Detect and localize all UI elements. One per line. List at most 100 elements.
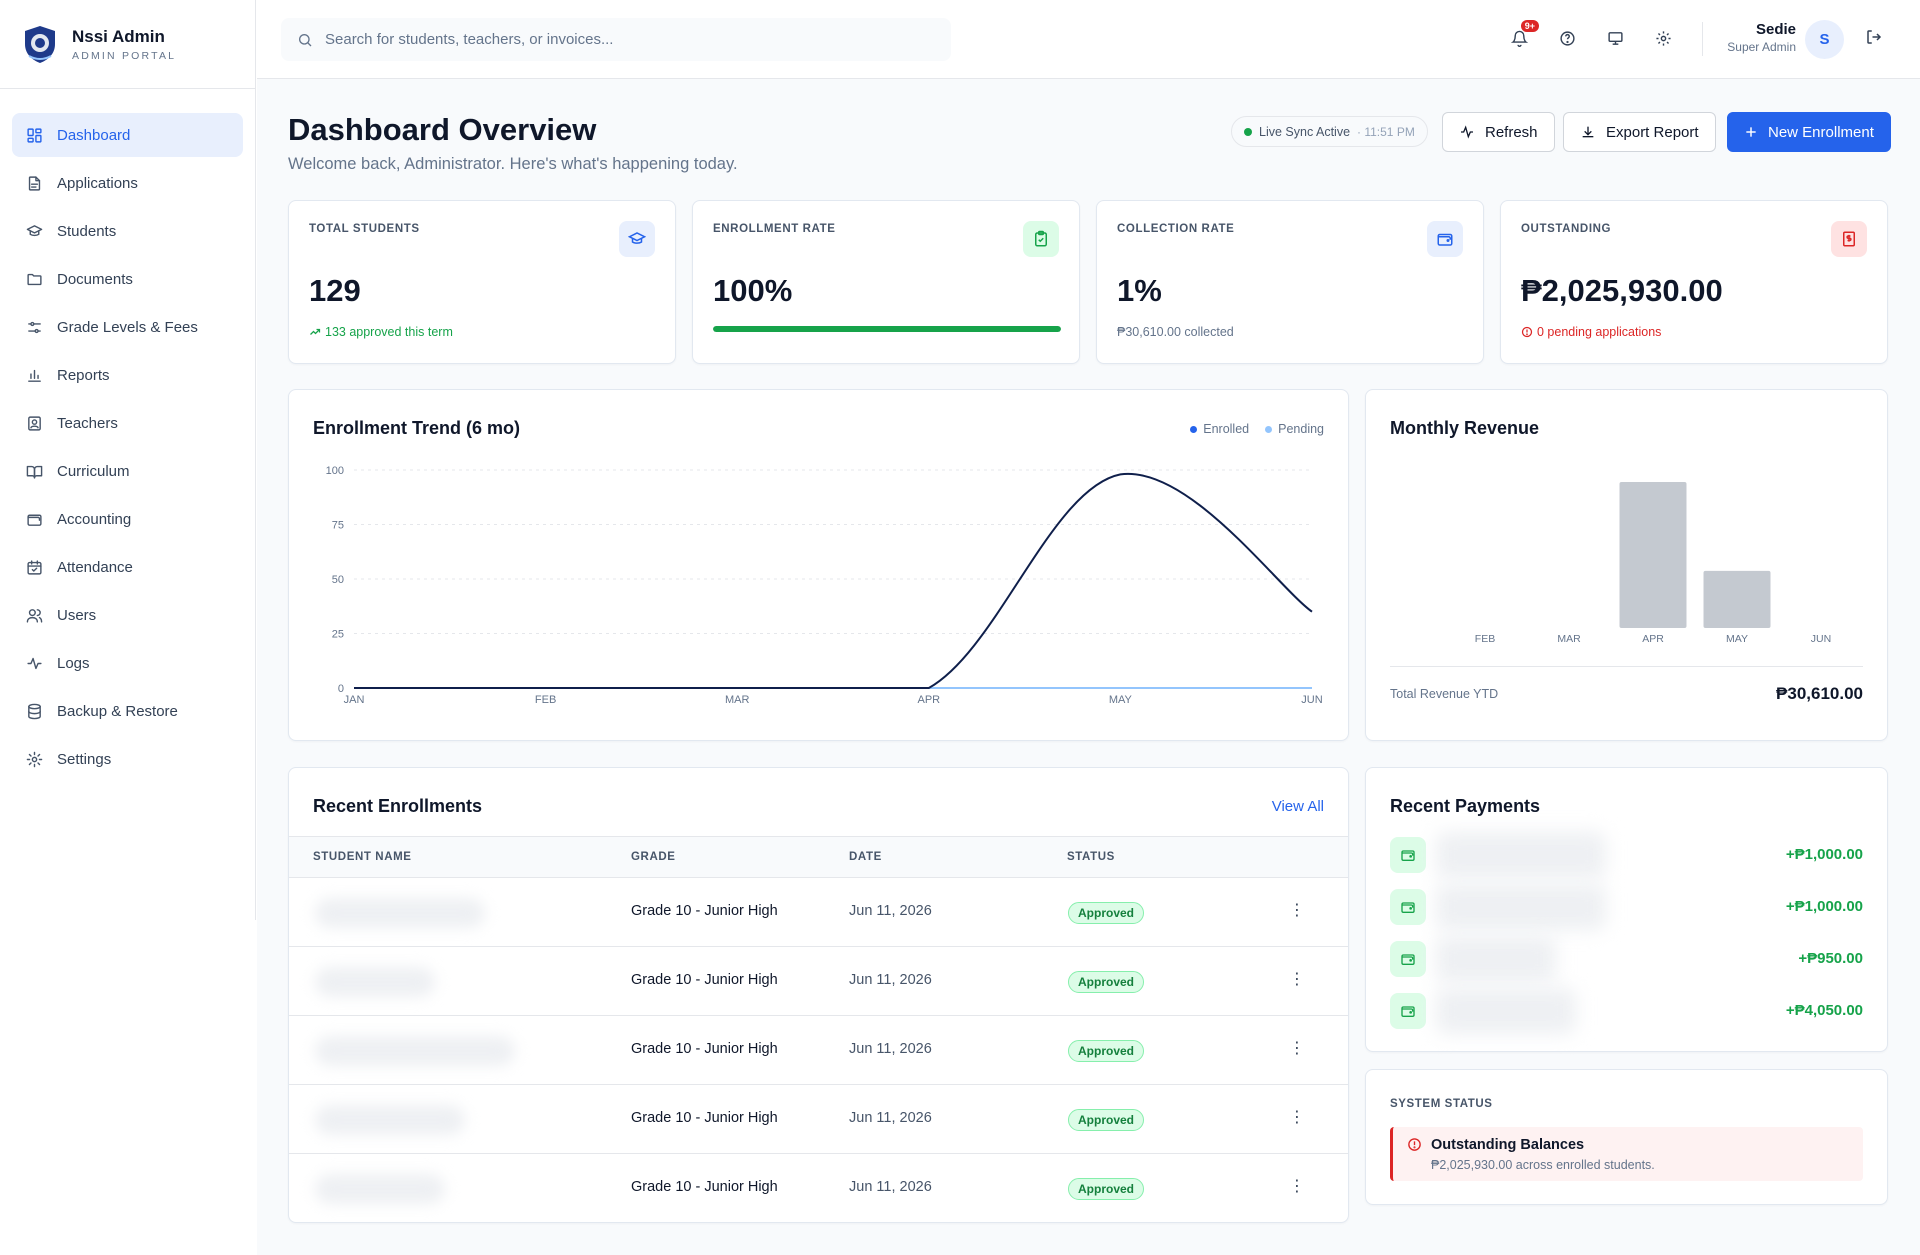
plus-icon: [1746, 127, 1756, 137]
sidebar-item-label: Accounting: [57, 510, 132, 528]
legend-item-enrolled: Enrolled: [1190, 422, 1249, 436]
y-tick-label: 50: [332, 574, 344, 586]
sidebar-item-label: Students: [57, 222, 117, 240]
date-cell: Jun 11, 2026: [849, 1110, 932, 1126]
avatar[interactable]: S: [1805, 20, 1844, 59]
monitor-icon: [1607, 31, 1623, 45]
status-badge: Approved: [1068, 902, 1145, 924]
row-menu-button[interactable]: ⋮: [1289, 1109, 1305, 1126]
sidebar-item-settings[interactable]: Settings: [12, 737, 243, 781]
stat-icon-wrap: [1427, 221, 1463, 257]
user-info[interactable]: Sedie Super Admin: [1712, 21, 1796, 54]
payer-name-redacted: [1436, 936, 1556, 982]
display-button[interactable]: [1603, 26, 1627, 50]
new-enrollment-button[interactable]: New Enrollment: [1727, 112, 1891, 152]
row-menu-button[interactable]: ⋮: [1289, 1178, 1305, 1195]
wallet-icon: [1401, 850, 1415, 861]
revenue-bar-chart: FEB MAR APR MAY JUN: [1475, 482, 1831, 645]
outstanding-balances-alert: Outstanding Balances ₱2,025,930.00 acros…: [1390, 1127, 1863, 1181]
stat-value: 1%: [1117, 273, 1162, 308]
date-cell: Jun 11, 2026: [849, 903, 932, 919]
y-tick-label: 100: [326, 465, 344, 477]
table-row[interactable]: Grade 10 - Junior High Jun 11, 2026 Approv…: [289, 1154, 1348, 1223]
gear-icon: [26, 751, 43, 767]
column-header: STATUS: [1067, 851, 1115, 863]
sidebar-item-logs[interactable]: Logs: [12, 641, 243, 685]
revenue-footer-divider: [1390, 666, 1863, 667]
export-report-button[interactable]: Export Report: [1563, 112, 1716, 152]
sidebar-item-applications[interactable]: Applications: [12, 161, 243, 205]
table-row[interactable]: Grade 10 - Junior High Jun 11, 2026 Approv…: [289, 878, 1348, 947]
alert-text: ₱2,025,930.00 across enrolled students.: [1431, 1158, 1655, 1172]
wallet-icon: [1401, 902, 1415, 913]
column-header: STUDENT NAME: [313, 851, 412, 863]
row-menu-button[interactable]: ⋮: [1289, 902, 1305, 919]
settings-button[interactable]: [1651, 26, 1675, 50]
stat-value: 100%: [713, 273, 793, 308]
sidebar-item-users[interactable]: Users: [12, 593, 243, 637]
status-badge: Approved: [1068, 1178, 1145, 1200]
sidebar-item-label: Documents: [57, 270, 133, 288]
sidebar-item-students[interactable]: Students: [12, 209, 243, 253]
row-menu-button[interactable]: ⋮: [1289, 1040, 1305, 1057]
sidebar-item-dashboard[interactable]: Dashboard: [12, 113, 243, 157]
refresh-button[interactable]: Refresh: [1442, 112, 1555, 152]
activity-icon: [27, 657, 42, 669]
main-area: 9+ Sedie Super Admin S Dashboard Overvie…: [257, 0, 1920, 1255]
status-badge: Approved: [1068, 971, 1145, 993]
sync-status-dot: [1244, 127, 1252, 136]
recent-enrollments-title: Recent Enrollments: [313, 796, 483, 816]
sidebar-item-documents[interactable]: Documents: [12, 257, 243, 301]
export-report-label: Export Report: [1606, 123, 1699, 141]
sidebar-item-grade-levels-and-fees[interactable]: Grade Levels & Fees: [12, 305, 243, 349]
sidebar-item-label: Grade Levels & Fees: [57, 318, 198, 336]
brand-title: Nssi Admin: [72, 26, 165, 46]
grade-cell: Grade 10 - Junior High: [631, 1110, 778, 1126]
alert-title: Outstanding Balances: [1431, 1137, 1585, 1153]
y-tick-label: 0: [338, 683, 344, 695]
sidebar-item-accounting[interactable]: Accounting: [12, 497, 243, 541]
bar-chart-icon: [28, 369, 41, 382]
legend-item-pending: Pending: [1265, 422, 1324, 436]
payment-amount: +₱1,000.00: [1785, 898, 1863, 915]
sidebar-item-curriculum[interactable]: Curriculum: [12, 449, 243, 493]
payment-item[interactable]: +₱1,000.00: [1390, 830, 1863, 882]
wallet-icon: [1401, 954, 1415, 965]
table-row[interactable]: Grade 10 - Junior High Jun 11, 2026 Approv…: [289, 1085, 1348, 1154]
series-line-enrolled: [353, 473, 1313, 689]
stat-footnote: 0 pending applications: [1521, 325, 1661, 339]
total-revenue-value: ₱30,610.00: [1776, 684, 1863, 703]
alert-circle-icon: [1521, 326, 1533, 338]
sync-label: Live Sync Active: [1259, 124, 1351, 139]
search-box[interactable]: [281, 18, 951, 61]
view-all-link[interactable]: View All: [1271, 798, 1324, 815]
stat-card-outstanding: OUTSTANDING ₱2,025,930.00 0 pending appl…: [1500, 200, 1888, 364]
grade-cell: Grade 10 - Junior High: [631, 1041, 778, 1057]
payment-item[interactable]: +₱1,000.00: [1390, 882, 1863, 934]
sidebar-item-attendance[interactable]: Attendance: [12, 545, 243, 589]
sidebar-item-backup-and-restore[interactable]: Backup & Restore: [12, 689, 243, 733]
monthly-revenue-card: Monthly Revenue FEB MAR APR MAY JUN Total Re…: [1365, 389, 1888, 741]
student-name-redacted: [315, 1174, 445, 1204]
payment-item[interactable]: +₱4,050.00: [1390, 986, 1863, 1038]
table-row[interactable]: Grade 10 - Junior High Jun 11, 2026 Approv…: [289, 947, 1348, 1016]
system-status-label: SYSTEM STATUS: [1390, 1098, 1493, 1110]
logout-button[interactable]: [1865, 28, 1883, 46]
graduation-cap-icon: [26, 224, 43, 236]
revenue-bar-may[interactable]: [1703, 570, 1771, 628]
notifications-button[interactable]: 9+: [1507, 20, 1539, 50]
table-row[interactable]: Grade 10 - Junior High Jun 11, 2026 Approv…: [289, 1016, 1348, 1085]
sidebar-item-teachers[interactable]: Teachers: [12, 401, 243, 445]
help-button[interactable]: [1555, 26, 1579, 50]
payment-item[interactable]: +₱950.00: [1390, 934, 1863, 986]
sidebar-item-reports[interactable]: Reports: [12, 353, 243, 397]
revenue-bar-apr[interactable]: [1619, 482, 1687, 628]
recent-payments-card: Recent Payments +₱1,000.00 +₱1,000.00 +₱95…: [1365, 767, 1888, 1052]
search-input[interactable]: [325, 31, 925, 48]
logout-icon: [1867, 30, 1882, 44]
payer-name-redacted: [1436, 884, 1606, 930]
row-menu-button[interactable]: ⋮: [1289, 971, 1305, 988]
clipboard-check-icon: [1035, 230, 1047, 247]
page-title: Dashboard Overview: [288, 112, 597, 147]
payer-name-redacted: [1436, 832, 1606, 878]
